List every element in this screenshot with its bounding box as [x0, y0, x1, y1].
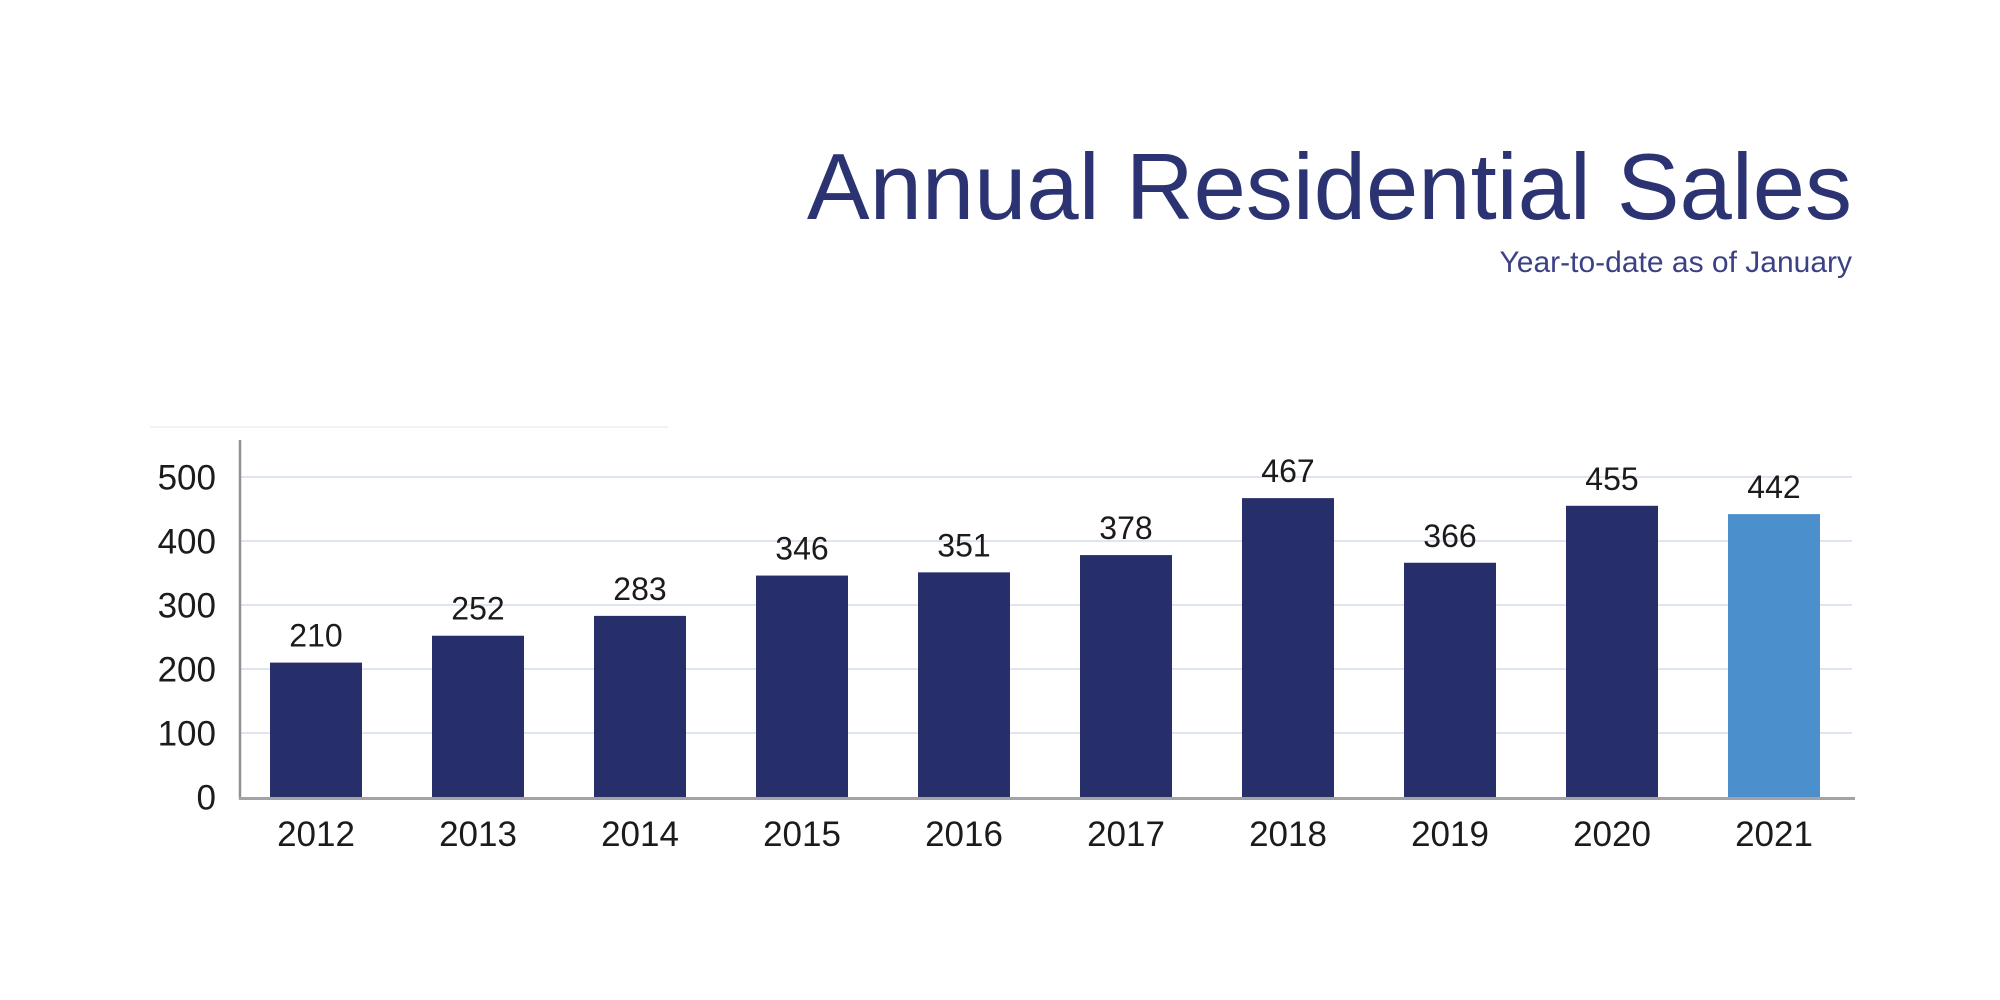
x-tick-label-2015: 2015 [763, 815, 841, 854]
y-tick-label-400: 400 [158, 523, 216, 562]
x-tick-label-2016: 2016 [925, 815, 1003, 854]
bar-value-label-2015: 346 [775, 531, 828, 567]
bar-2014 [594, 615, 686, 797]
y-tick-label-300: 300 [158, 587, 216, 626]
x-tick-label-2021: 2021 [1735, 815, 1813, 854]
x-tick-label-2012: 2012 [277, 815, 355, 854]
bar-2015 [756, 575, 848, 797]
y-tick-label-100: 100 [158, 715, 216, 754]
y-tick-label-200: 200 [158, 651, 216, 690]
chart-header: Annual Residential Sales Year-to-date as… [807, 140, 1852, 278]
y-tick-label-500: 500 [158, 459, 216, 498]
bar-value-label-2020: 455 [1585, 461, 1638, 497]
x-tick-label-2019: 2019 [1411, 815, 1489, 854]
x-tick-label-2020: 2020 [1573, 815, 1651, 854]
chart-title: Annual Residential Sales [806, 134, 1852, 239]
bar-value-label-2016: 351 [937, 527, 990, 563]
bar-2012 [270, 662, 362, 797]
bar-2021 [1728, 514, 1820, 797]
bar-2016 [918, 572, 1010, 797]
y-tick-label-0: 0 [197, 779, 216, 818]
bar-value-label-2014: 283 [613, 571, 666, 607]
bar-2013 [432, 635, 524, 797]
chart-subtitle: Year-to-date as of January [1499, 246, 1852, 279]
bar-2017 [1080, 555, 1172, 797]
bar-value-label-2013: 252 [451, 591, 504, 627]
x-tick-label-2013: 2013 [439, 815, 517, 854]
bar-value-label-2012: 210 [289, 618, 342, 654]
x-tick-label-2018: 2018 [1249, 815, 1327, 854]
bar-2018 [1242, 498, 1334, 797]
bar-value-label-2021: 442 [1747, 469, 1800, 505]
x-tick-label-2014: 2014 [601, 815, 679, 854]
bar-value-label-2019: 366 [1423, 518, 1476, 554]
bar-value-label-2017: 378 [1099, 510, 1152, 546]
x-tick-label-2017: 2017 [1087, 815, 1165, 854]
bar-value-label-2018: 467 [1261, 453, 1314, 489]
bar-2020 [1566, 505, 1658, 797]
bar-2019 [1404, 562, 1496, 797]
